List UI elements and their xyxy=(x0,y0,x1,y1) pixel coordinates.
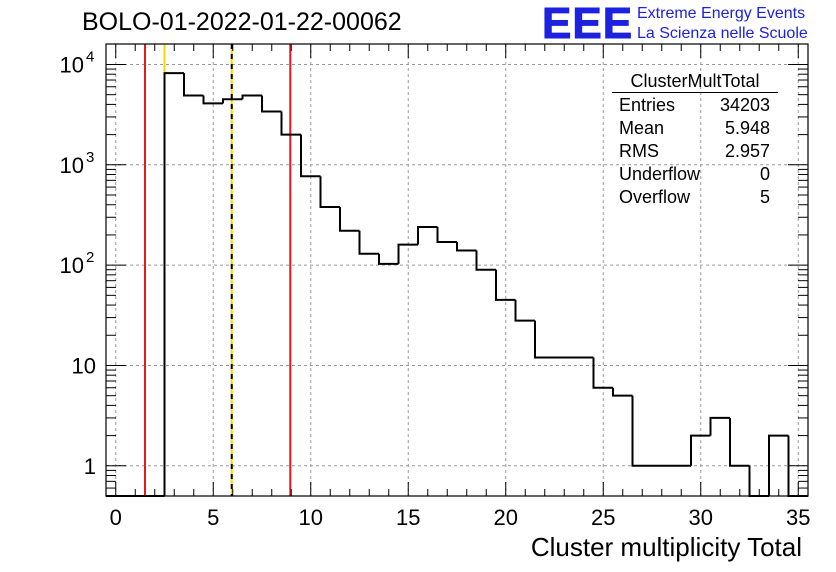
stats-row-overflow: Overflow 5 xyxy=(612,186,778,209)
run-title: BOLO-01-2022-01-22-00062 xyxy=(82,8,402,36)
stats-value: 2.957 xyxy=(724,141,770,161)
histogram-bin xyxy=(690,434,711,466)
x-tick-label: 10 xyxy=(299,505,323,530)
stats-box: ClusterMultTotal Entries 34203 Mean 5.94… xyxy=(612,70,778,209)
histogram-bin xyxy=(436,226,457,244)
histogram-bin xyxy=(319,176,340,208)
histogram-bin xyxy=(222,98,243,104)
histogram-bin xyxy=(280,111,301,136)
histogram-bin xyxy=(300,134,321,178)
histogram-bin xyxy=(339,206,360,232)
histogram-bin xyxy=(768,434,789,496)
histogram-bin xyxy=(183,73,204,97)
stats-value: 5 xyxy=(759,187,770,207)
y-tick-exponent: 2 xyxy=(86,249,94,266)
x-tick-label: 5 xyxy=(207,505,219,530)
y-tick-exponent: 3 xyxy=(86,149,94,166)
logo-line-2: La Scienza nelle Scuole xyxy=(637,25,808,42)
histogram-bin xyxy=(202,95,223,105)
logo-line-1: Extreme Energy Events xyxy=(637,5,806,22)
eee-logo: EEE Extreme Energy Events La Scienza nel… xyxy=(541,0,834,48)
histogram-bin xyxy=(729,417,750,467)
histogram-bin xyxy=(709,416,730,436)
histogram-bin xyxy=(475,250,496,271)
stats-value: 0 xyxy=(759,164,770,184)
histogram-bin xyxy=(592,357,613,389)
histogram-bin xyxy=(397,243,418,264)
histogram-bin xyxy=(241,94,262,100)
y-tick-label: 10 xyxy=(72,353,96,378)
stats-row-entries: Entries 34203 xyxy=(612,94,778,117)
histogram-bin xyxy=(612,387,633,397)
y-tick-label: 10 xyxy=(60,153,84,178)
y-tick-label: 10 xyxy=(60,253,84,278)
x-tick-label: 30 xyxy=(689,505,713,530)
x-tick-label: 15 xyxy=(396,505,420,530)
stats-title: ClusterMultTotal xyxy=(612,70,778,93)
stats-row-underflow: Underflow 0 xyxy=(612,163,778,186)
stats-label: Mean xyxy=(619,118,665,138)
stats-label: RMS xyxy=(619,141,659,161)
histogram-bin xyxy=(163,72,184,496)
stats-label: Underflow xyxy=(619,164,701,184)
stats-value: 34203 xyxy=(719,95,770,115)
x-tick-label: 35 xyxy=(786,505,810,530)
histogram-bin xyxy=(358,230,379,255)
axis-ticks xyxy=(106,44,808,497)
stats-row-rms: RMS 2.957 xyxy=(612,140,778,163)
x-axis-label: Cluster multiplicity Total xyxy=(530,532,802,562)
histogram-bin xyxy=(514,299,535,322)
histogram-bin xyxy=(456,242,477,252)
y-tick-label: 1 xyxy=(84,454,96,479)
histogram-bin xyxy=(378,253,399,265)
histogram-bin xyxy=(534,320,555,359)
stats-row-mean: Mean 5.948 xyxy=(612,117,778,140)
stats-label: Entries xyxy=(619,95,676,115)
histogram-bin xyxy=(261,95,282,113)
y-tick-label: 10 xyxy=(60,52,84,77)
x-tick-label: 0 xyxy=(110,505,122,530)
stats-label: Overflow xyxy=(619,187,691,207)
histogram-bin xyxy=(417,225,438,245)
histogram-bin xyxy=(495,269,516,301)
x-tick-label: 20 xyxy=(494,505,518,530)
stats-value: 5.948 xyxy=(724,118,770,138)
y-tick-exponent: 4 xyxy=(86,48,94,65)
logo-mark: EEE xyxy=(541,0,634,48)
x-tick-label: 25 xyxy=(591,505,615,530)
histogram-bin xyxy=(631,395,652,467)
